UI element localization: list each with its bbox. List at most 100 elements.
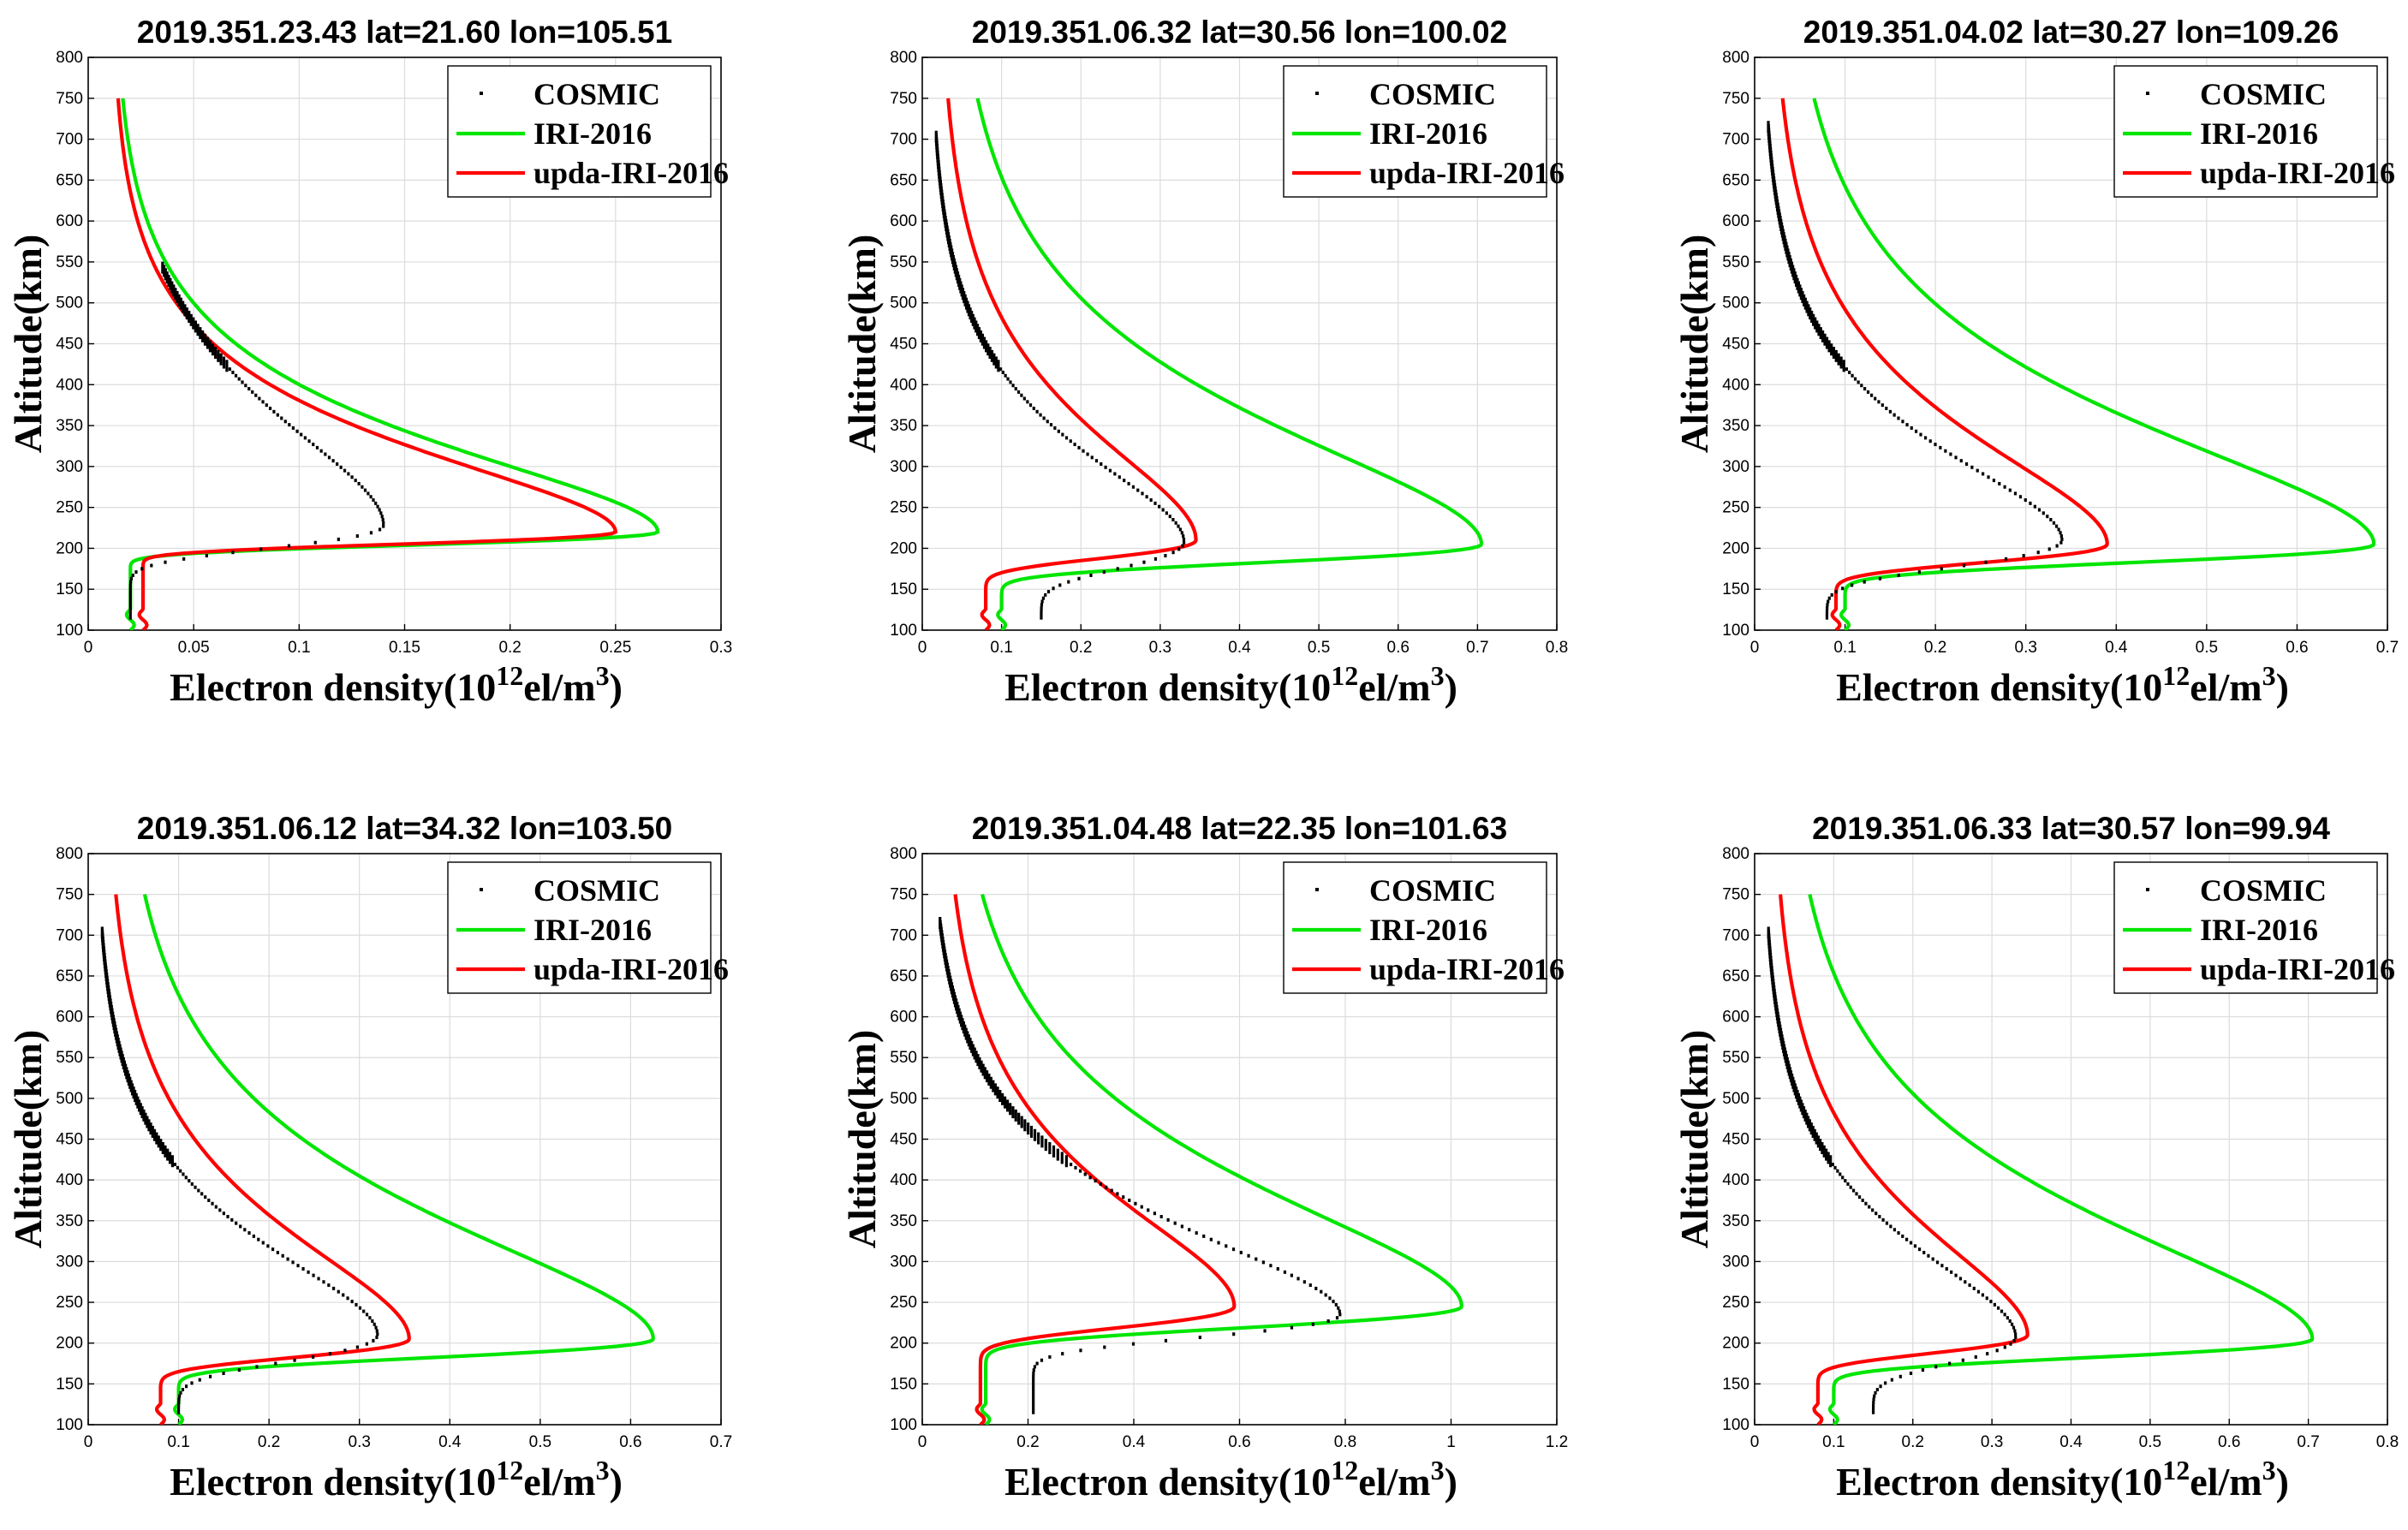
cosmic-point <box>1283 1270 1287 1274</box>
cosmic-point <box>1814 317 1817 330</box>
x-tick-label: 0.3 <box>710 639 732 657</box>
x-tick-label: 0.6 <box>1387 639 1410 657</box>
cosmic-point <box>346 1296 349 1301</box>
cosmic-point <box>1872 1397 1875 1402</box>
cosmic-point <box>194 1185 197 1189</box>
cosmic-point <box>1178 527 1183 532</box>
cosmic-point <box>322 1280 325 1284</box>
y-tick-label: 250 <box>890 1294 917 1312</box>
cosmic-point <box>288 423 291 427</box>
x-axis-label-unit: el/m <box>523 665 595 709</box>
y-tick-label: 800 <box>890 49 917 67</box>
cosmic-point <box>934 130 938 143</box>
x-tick-label: 0.1 <box>1833 639 1856 657</box>
cosmic-point <box>182 557 186 561</box>
cosmic-point <box>365 1313 369 1317</box>
cosmic-point <box>1127 481 1130 485</box>
cosmic-point <box>1931 1257 1934 1261</box>
x-tick-label: 0.1 <box>1822 1433 1845 1451</box>
cosmic-point <box>1861 1198 1864 1202</box>
legend-cosmic-marker <box>480 92 483 95</box>
cosmic-point <box>1009 1103 1012 1116</box>
x-axis-label: Electron density(1012el/m3) <box>170 1455 623 1503</box>
cosmic-point <box>1982 472 1985 476</box>
cosmic-point <box>1023 1119 1027 1132</box>
cosmic-point <box>291 426 295 430</box>
cosmic-point <box>2024 498 2027 503</box>
cosmic-point <box>1077 445 1081 449</box>
y-axis-label: Altitude(km) <box>1672 235 1716 454</box>
cosmic-point <box>1044 1139 1047 1152</box>
y-tick-label: 150 <box>56 580 83 598</box>
series-cosmic <box>934 130 1186 620</box>
cosmic-point <box>1113 472 1117 476</box>
x-tick-label: 0.1 <box>990 639 1012 657</box>
cosmic-point <box>1168 515 1171 519</box>
y-tick-label: 550 <box>1722 1049 1749 1067</box>
y-tick-label: 300 <box>890 1253 917 1271</box>
cosmic-point <box>128 592 132 597</box>
y-tick-label: 800 <box>56 845 83 863</box>
x-tick-label: 0.2 <box>1016 1433 1039 1451</box>
cosmic-point <box>144 1112 147 1125</box>
cosmic-point <box>2059 534 2063 539</box>
cosmic-point <box>1046 420 1049 424</box>
cosmic-point <box>982 336 986 349</box>
y-tick-label: 250 <box>1722 1294 1749 1312</box>
cosmic-point <box>176 1410 181 1414</box>
cosmic-point <box>177 1404 181 1408</box>
y-tick-label: 650 <box>56 967 83 985</box>
x-tick-label: 0.5 <box>1308 639 1330 657</box>
cosmic-point <box>1027 1122 1030 1135</box>
cosmic-point <box>1825 616 1829 620</box>
cosmic-point <box>2008 488 2012 492</box>
y-tick-label: 450 <box>890 1131 917 1149</box>
x-axis-label-close: ) <box>1445 665 1457 709</box>
legend-cosmic-marker <box>2146 92 2149 95</box>
x-tick-label: 0.4 <box>2059 1433 2083 1451</box>
y-tick-label: 650 <box>890 967 917 985</box>
cosmic-point <box>1892 1228 1897 1232</box>
cosmic-point <box>1848 370 1851 374</box>
panel-title: 2019.351.06.32 lat=30.56 lon=100.02 <box>972 15 1507 50</box>
cosmic-point <box>1052 1145 1056 1158</box>
cosmic-point <box>970 1040 974 1053</box>
cosmic-point <box>1048 1354 1052 1359</box>
cosmic-point <box>1993 1302 1996 1307</box>
cosmic-point <box>1032 1384 1035 1389</box>
cosmic-point <box>1011 1106 1015 1119</box>
cosmic-point <box>1308 1283 1312 1288</box>
x-tick-label: 0.4 <box>438 1433 462 1451</box>
y-tick-label: 550 <box>56 1049 83 1067</box>
cosmic-point <box>1239 1250 1243 1254</box>
series-cosmic <box>128 261 385 620</box>
cosmic-point <box>1311 1322 1315 1326</box>
y-tick-label: 650 <box>1722 967 1749 985</box>
x-axis-label-exponent: 12 <box>2162 660 2190 691</box>
cosmic-point <box>1017 1112 1021 1125</box>
cosmic-point <box>1871 1407 1875 1411</box>
y-tick-label: 400 <box>890 376 917 394</box>
cosmic-point <box>1885 1221 1889 1225</box>
cosmic-point <box>1825 610 1829 614</box>
cosmic-point <box>211 343 215 356</box>
cosmic-point <box>1180 1224 1184 1229</box>
cosmic-point <box>203 333 207 346</box>
panel-title: 2019.351.06.12 lat=34.32 lon=103.50 <box>137 811 672 846</box>
cosmic-point <box>1819 327 1822 340</box>
cosmic-point <box>1041 596 1046 600</box>
cosmic-point <box>361 485 364 489</box>
cosmic-point <box>1805 1112 1809 1125</box>
cosmic-point <box>1074 1165 1077 1170</box>
cosmic-point <box>1225 1244 1228 1248</box>
cosmic-point <box>1217 1241 1220 1245</box>
x-axis-label-prefix: Electron density(10 <box>1004 665 1331 709</box>
y-tick-label: 500 <box>890 1090 917 1108</box>
cosmic-point <box>1166 1217 1170 1222</box>
cosmic-point <box>222 356 226 369</box>
cosmic-point <box>1968 1283 1971 1288</box>
cosmic-point <box>1090 455 1094 460</box>
y-tick-label: 650 <box>890 171 917 189</box>
cosmic-point <box>1872 1401 1875 1405</box>
cosmic-point <box>319 449 323 453</box>
